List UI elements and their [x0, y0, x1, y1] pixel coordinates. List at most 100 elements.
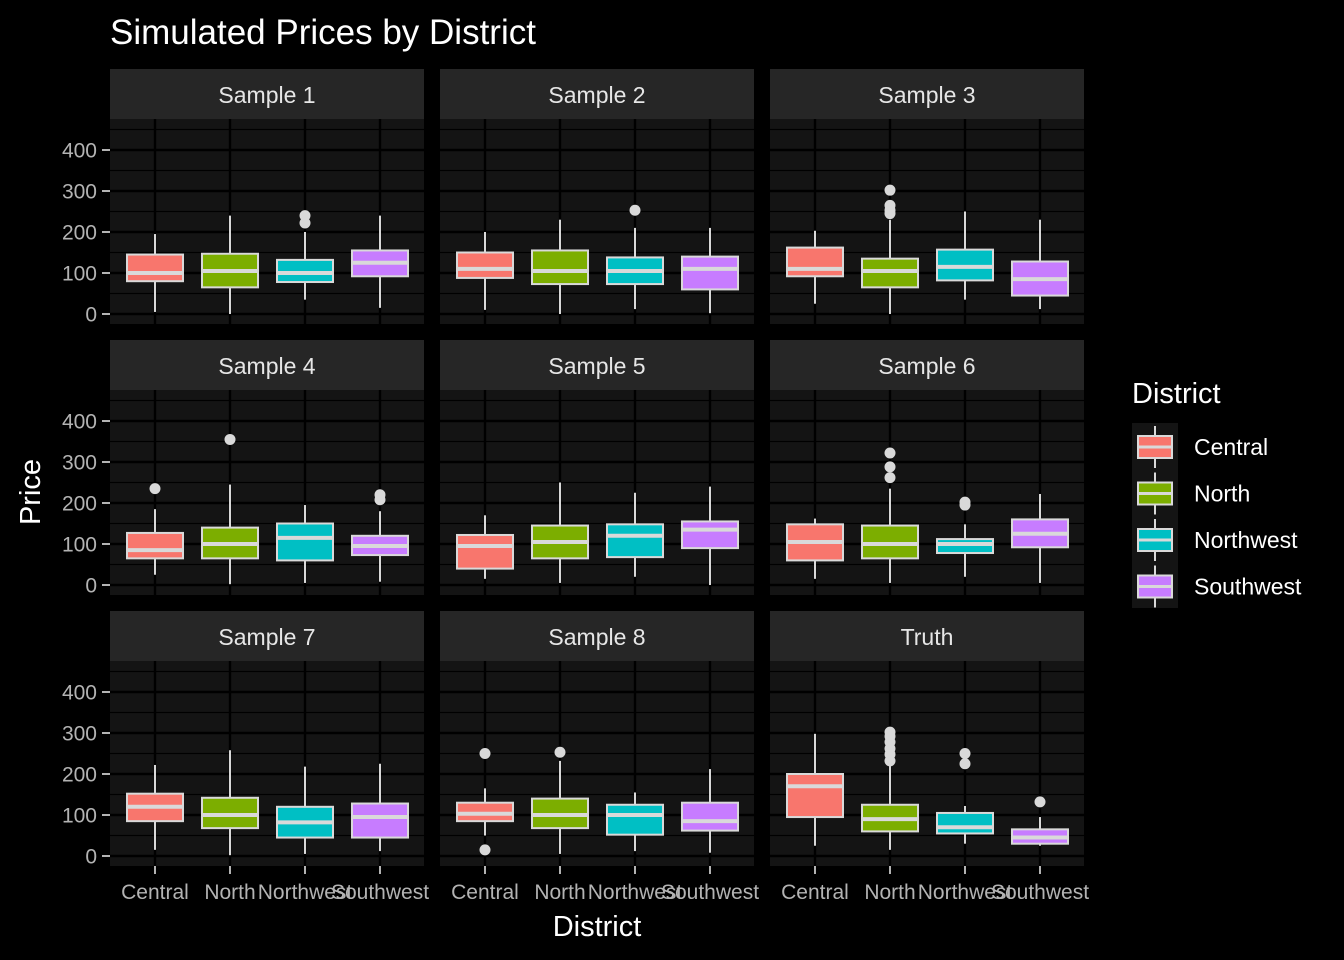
y-tick-label: 300 [62, 452, 97, 475]
box-body [606, 803, 664, 836]
box-southwest [681, 227, 739, 314]
y-tick-label: 200 [62, 222, 97, 245]
box-central [786, 230, 844, 304]
box-body [456, 251, 514, 279]
facet-strip [770, 69, 1084, 119]
y-tick-label: 400 [62, 411, 97, 434]
outlier-point [1034, 796, 1046, 808]
outlier-point [479, 844, 491, 856]
box-southwest [1011, 493, 1069, 583]
legend-title: District [1132, 378, 1221, 410]
y-tick-label: 300 [62, 181, 97, 204]
y-tick-label: 100 [62, 805, 97, 828]
x-tick-label: North [534, 881, 585, 904]
box-northwest [276, 210, 334, 300]
box-north [531, 746, 589, 854]
box-southwest [1011, 796, 1069, 846]
x-tick-label: Southwest [661, 881, 759, 904]
box-northwest [936, 211, 994, 300]
legend-label: Central [1194, 434, 1268, 460]
box-southwest [351, 763, 409, 852]
box-body [201, 796, 259, 830]
outlier-point [884, 472, 896, 484]
outlier-point [149, 483, 161, 495]
box-central [126, 764, 184, 850]
outlier-point [884, 726, 896, 738]
box-northwest [606, 792, 664, 852]
y-tick-label: 0 [85, 846, 97, 869]
legend-item-southwest: Southwest [1137, 565, 1302, 608]
x-tick-label: North [864, 881, 915, 904]
box-northwest [276, 766, 334, 854]
box-north [531, 482, 589, 583]
y-axis-title: Price [15, 459, 47, 525]
box-body [861, 257, 919, 289]
facet-label: Sample 2 [548, 82, 645, 108]
box-body [936, 538, 994, 555]
box-north [861, 184, 919, 314]
box-body [861, 524, 919, 560]
box-southwest [1011, 219, 1069, 310]
outlier-point [374, 489, 386, 501]
box-north [201, 215, 259, 314]
box-north [201, 433, 259, 585]
outlier-point [479, 748, 491, 759]
outlier-point [884, 199, 896, 211]
outlier-point [554, 746, 566, 758]
box-central [786, 733, 844, 846]
box-body [786, 246, 844, 278]
x-tick-label: Central [121, 881, 189, 904]
x-tick-label: Southwest [991, 881, 1089, 904]
facet-label: Sample 3 [878, 82, 975, 108]
x-axis-title: District [553, 911, 642, 943]
box-body [936, 811, 994, 835]
y-tick-label: 300 [62, 723, 97, 746]
facet-label: Sample 1 [218, 82, 315, 108]
box-northwest [936, 496, 994, 577]
box-body [681, 520, 739, 550]
y-tick-label: 400 [62, 682, 97, 705]
facet-strip [770, 340, 1084, 390]
box-southwest [681, 486, 739, 585]
outlier-point [959, 496, 971, 508]
legend-item-central: Central [1137, 426, 1268, 468]
box-body [531, 249, 589, 286]
legend-label: Northwest [1194, 527, 1298, 553]
facet-strip [110, 611, 424, 661]
box-body [276, 522, 334, 562]
y-axis: 0 100 200 300 400 0 100 200 300 400 0 100 200 300 400 [62, 140, 110, 869]
box-body [351, 802, 409, 839]
x-tick-label: North [204, 881, 255, 904]
box-body [681, 255, 739, 291]
box-central [786, 518, 844, 579]
outlier-point [884, 447, 896, 459]
outlier-point [884, 184, 896, 196]
facet-panel: Sample 6 [770, 340, 1084, 595]
box-body [786, 773, 844, 819]
facet-label: Sample 8 [548, 624, 645, 650]
y-tick-label: 200 [62, 493, 97, 516]
box-body [276, 258, 334, 284]
legend-label: North [1194, 481, 1250, 507]
x-tick-label: Central [781, 881, 849, 904]
box-southwest [681, 769, 739, 853]
outlier-point [959, 758, 971, 770]
x-tick-label: Northwest [918, 881, 1013, 904]
panel-background [110, 119, 424, 324]
y-tick-label: 0 [85, 304, 97, 327]
facet-strip [440, 69, 754, 119]
box-central [126, 234, 184, 312]
facet-panels: Sample 1 Sample 2 Sample 3 Sample 4 Sample 5… [110, 69, 1084, 866]
facet-panel: Truth [770, 611, 1084, 866]
x-tick-label: Southwest [331, 881, 429, 904]
legend-label: Southwest [1194, 574, 1302, 600]
legend: District Central North Northwest Southwest [1132, 378, 1302, 608]
legend-item-northwest: Northwest [1137, 519, 1298, 561]
outlier-point [884, 461, 896, 473]
facet-panel: Sample 5 [440, 340, 754, 595]
box-central [456, 515, 514, 579]
box-central [456, 748, 514, 856]
outlier-point [629, 204, 641, 216]
outlier-point [299, 210, 311, 222]
